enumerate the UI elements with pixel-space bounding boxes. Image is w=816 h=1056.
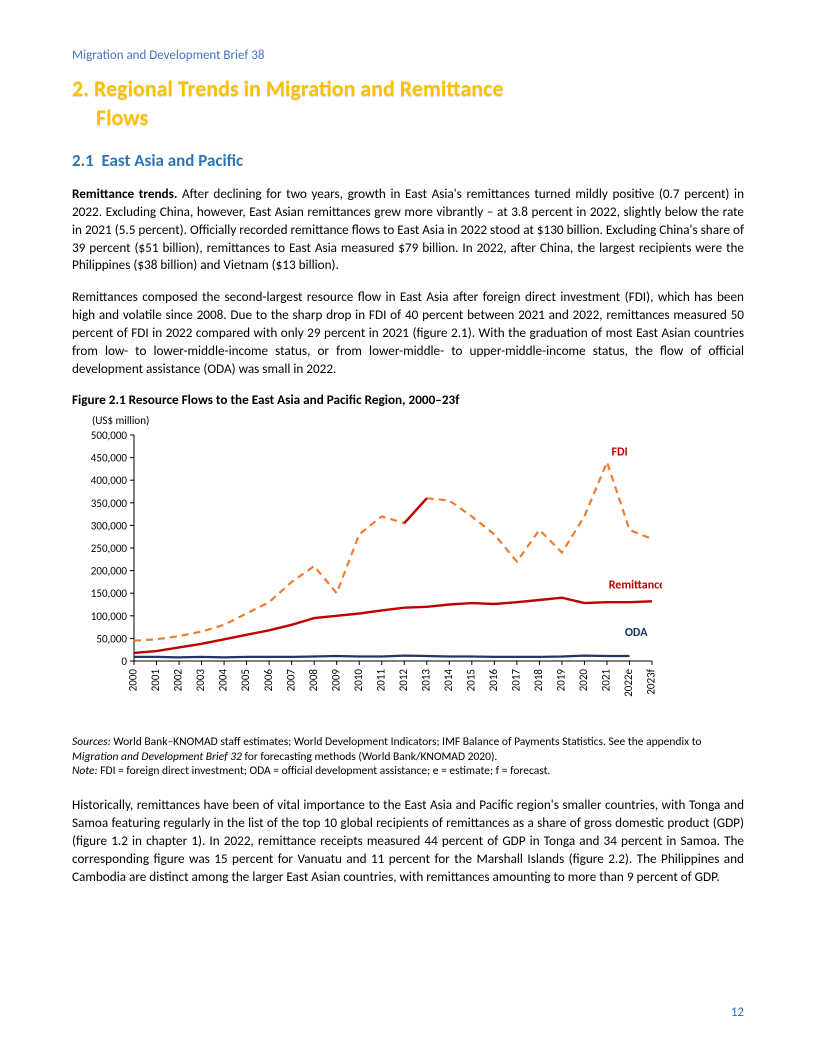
svg-text:450,000: 450,000 [91, 452, 128, 465]
svg-text:150,000: 150,000 [91, 588, 128, 601]
svg-text:ODA: ODA [625, 626, 648, 640]
svg-text:500,000: 500,000 [91, 429, 128, 442]
svg-text:2010: 2010 [352, 669, 365, 692]
svg-text:2017: 2017 [509, 669, 522, 692]
svg-text:Remittances: Remittances [609, 579, 662, 593]
svg-text:2001: 2001 [149, 669, 162, 692]
svg-text:400,000: 400,000 [91, 475, 128, 488]
svg-text:2013: 2013 [419, 669, 432, 692]
section-name: East Asia and Pacific [101, 150, 243, 171]
svg-text:2012: 2012 [397, 669, 410, 692]
svg-text:100,000: 100,000 [91, 610, 128, 623]
section-number: 2.1 [72, 150, 94, 171]
svg-text:2019: 2019 [555, 669, 568, 692]
svg-text:2007: 2007 [284, 669, 297, 692]
svg-text:2006: 2006 [262, 669, 275, 692]
svg-text:2005: 2005 [239, 669, 252, 691]
page-header: Migration and Development Brief 38 [72, 48, 744, 63]
sources-tail: for forecasting methods (World Bank/KNOM… [242, 750, 497, 764]
svg-text:2003: 2003 [194, 669, 207, 692]
chapter-title-line2: Flows [72, 104, 744, 133]
svg-text:50,000: 50,000 [96, 633, 127, 646]
section-title: 2.1 East Asia and Pacific [72, 150, 744, 171]
page-number: 12 [731, 1005, 744, 1020]
svg-text:2008: 2008 [307, 669, 320, 692]
svg-text:2018: 2018 [532, 669, 545, 692]
paragraph-3: Historically, remittances have been of v… [72, 796, 744, 885]
chart-container: (US$ million) 0 50,000 100,000 150,000 200,0… [72, 414, 672, 729]
svg-text:2023f: 2023f [645, 669, 658, 695]
svg-text:200,000: 200,000 [91, 565, 128, 578]
svg-text:2004: 2004 [217, 669, 230, 692]
svg-text:2022e: 2022e [622, 669, 635, 697]
svg-text:2016: 2016 [487, 669, 500, 692]
svg-text:300,000: 300,000 [91, 520, 128, 533]
figure-title: Figure 2.1 Resource Flows to the East As… [72, 391, 744, 408]
chapter-number: 2. [72, 75, 89, 102]
svg-text:FDI: FDI [611, 446, 627, 460]
note-text: FDI = foreign direct investment; ODA = o… [98, 764, 551, 778]
figure-notes: Sources: World Bank–KNOMAD staff estimat… [72, 735, 744, 778]
chapter-title-line1: Regional Trends in Migration and Remitta… [94, 75, 503, 102]
svg-text:2000: 2000 [127, 669, 140, 692]
svg-text:2014: 2014 [442, 669, 455, 692]
resource-flows-chart: 0 50,000 100,000 150,000 200,000 250,000 300,0… [72, 429, 662, 729]
y-axis-unit-label: (US$ million) [92, 414, 672, 427]
svg-text:0: 0 [121, 655, 127, 668]
paragraph-2: Remittances composed the second-largest … [72, 288, 744, 377]
svg-text:2020: 2020 [577, 669, 590, 692]
svg-text:2009: 2009 [329, 669, 342, 692]
sources-label: Sources: [72, 735, 111, 749]
sources-text: World Bank–KNOMAD staff estimates; World… [111, 735, 702, 749]
svg-text:2021: 2021 [600, 669, 613, 692]
svg-text:250,000: 250,000 [91, 542, 128, 555]
svg-text:2002: 2002 [172, 669, 185, 692]
para1-lead: Remittance trends. [72, 185, 177, 202]
sources-cite: Migration and Development Brief 32 [72, 750, 242, 764]
chapter-title: 2. Regional Trends in Migration and Remi… [72, 75, 744, 132]
paragraph-1: Remittance trends. After declining for t… [72, 185, 744, 274]
note-label: Note: [72, 764, 98, 778]
svg-text:2015: 2015 [464, 669, 477, 691]
svg-text:2011: 2011 [374, 669, 387, 692]
svg-text:350,000: 350,000 [91, 497, 128, 510]
